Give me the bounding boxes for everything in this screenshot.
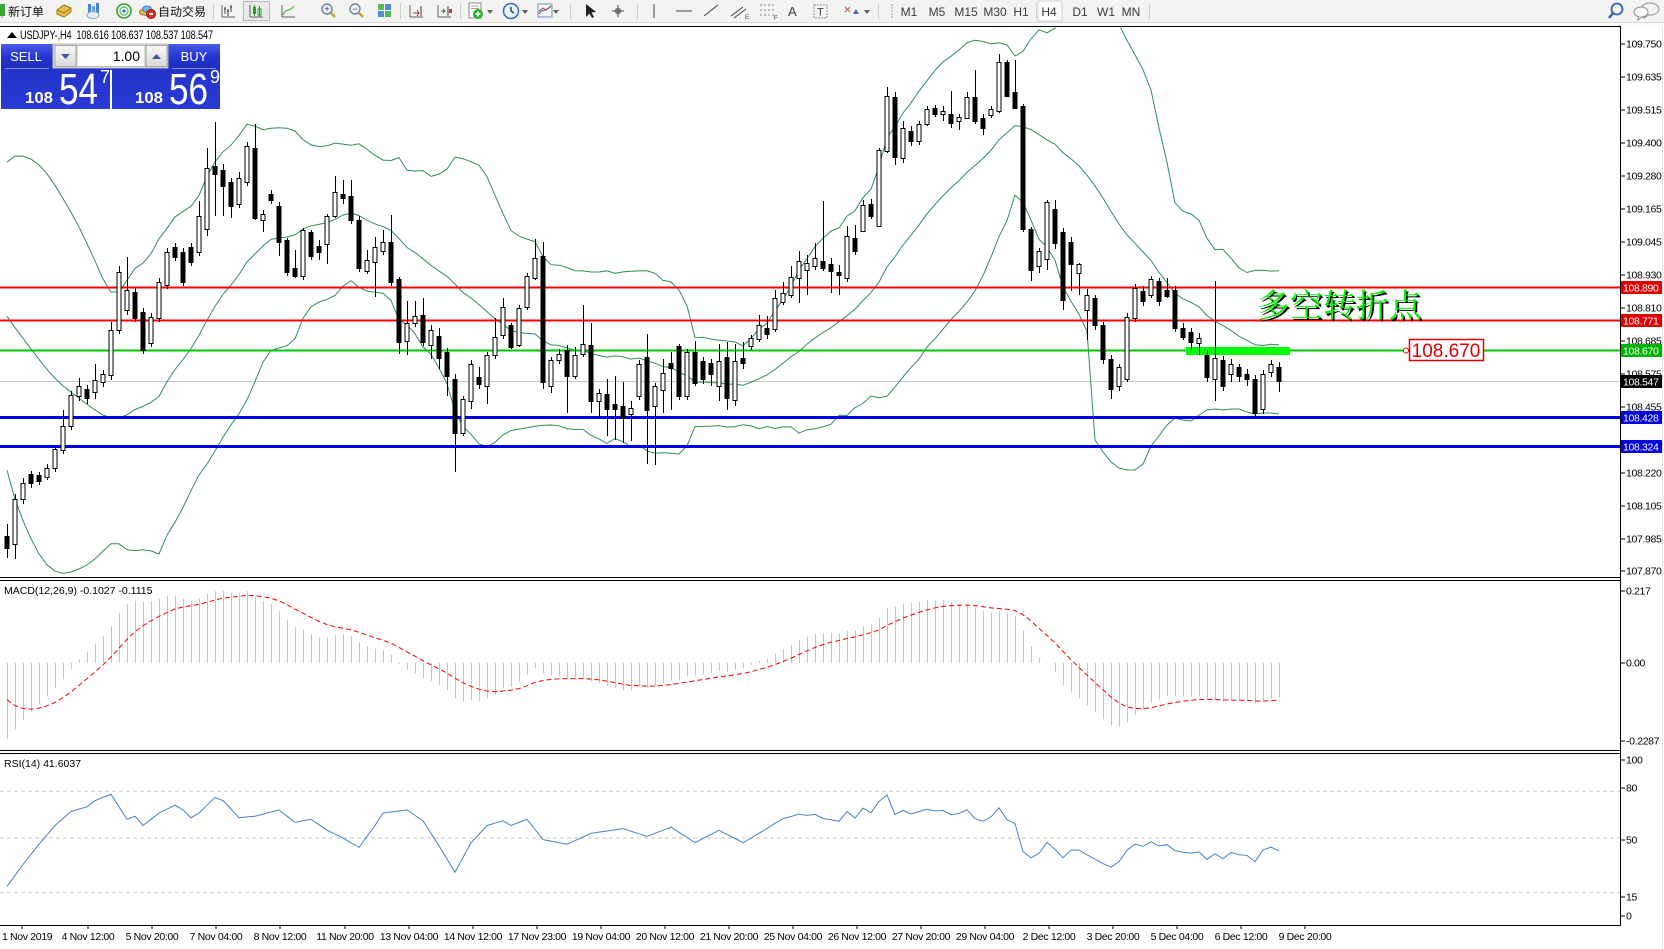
svg-text:M30: M30: [983, 5, 1007, 19]
svg-text:109.280: 109.280: [1626, 171, 1662, 183]
svg-text:108.771: 108.771: [1623, 316, 1659, 328]
svg-text:50: 50: [1626, 835, 1637, 847]
svg-text:M1: M1: [901, 5, 918, 19]
svg-text:108.810: 108.810: [1626, 303, 1662, 315]
svg-text:109.045: 109.045: [1626, 237, 1662, 249]
svg-text:109.165: 109.165: [1626, 204, 1662, 216]
svg-text:19 Nov 04:00: 19 Nov 04:00: [572, 931, 631, 943]
svg-text:108.220: 108.220: [1626, 468, 1662, 480]
svg-text:0.217: 0.217: [1626, 586, 1651, 598]
svg-text:26 Nov 12:00: 26 Nov 12:00: [828, 931, 887, 943]
svg-text:M5: M5: [929, 5, 946, 19]
svg-text:109.400: 109.400: [1626, 138, 1662, 150]
svg-text:E: E: [745, 15, 749, 21]
svg-text:109.750: 109.750: [1626, 39, 1662, 51]
svg-text:11 Nov 20:00: 11 Nov 20:00: [316, 931, 374, 943]
svg-text:17 Nov 23:00: 17 Nov 23:00: [508, 931, 567, 943]
svg-text:D1: D1: [1072, 5, 1088, 19]
svg-text:29 Nov 04:00: 29 Nov 04:00: [956, 931, 1015, 943]
svg-text:25 Nov 04:00: 25 Nov 04:00: [764, 931, 823, 943]
svg-text:T: T: [817, 7, 824, 19]
svg-text:0.00: 0.00: [1626, 658, 1646, 670]
svg-text:15: 15: [1626, 892, 1637, 904]
svg-text:W1: W1: [1097, 5, 1115, 19]
svg-text:107.985: 107.985: [1626, 534, 1662, 546]
svg-text:108.547: 108.547: [1623, 377, 1659, 389]
svg-text:-0.2287: -0.2287: [1626, 736, 1660, 748]
svg-text:108.930: 108.930: [1626, 270, 1662, 282]
svg-text:2 Dec 12:00: 2 Dec 12:00: [1023, 931, 1076, 943]
svg-text:5 Nov 20:00: 5 Nov 20:00: [126, 931, 179, 943]
svg-text:108.324: 108.324: [1623, 442, 1659, 454]
svg-text:USDJPY-,H4 108.616 108.637 10: USDJPY-,H4 108.616 108.637 108.537 108.5…: [20, 30, 213, 42]
svg-text:109.515: 109.515: [1626, 105, 1662, 117]
svg-text:7 Nov 04:00: 7 Nov 04:00: [190, 931, 243, 943]
svg-text:0: 0: [1626, 911, 1632, 923]
svg-text:54: 54: [59, 65, 98, 114]
svg-text:108.670: 108.670: [1623, 346, 1659, 358]
svg-text:MACD(12,26,9) -0.1027 -0.1115: MACD(12,26,9) -0.1027 -0.1115: [4, 585, 153, 597]
svg-text:−: −: [352, 4, 357, 14]
svg-text:107.870: 107.870: [1626, 566, 1662, 578]
svg-text:9 Dec 20:00: 9 Dec 20:00: [1279, 931, 1332, 943]
svg-text:108.670: 108.670: [1412, 341, 1481, 362]
svg-text:6 Dec 12:00: 6 Dec 12:00: [1215, 931, 1268, 943]
svg-text:A: A: [788, 4, 797, 19]
svg-text:108.890: 108.890: [1623, 283, 1659, 295]
svg-text:108.455: 108.455: [1626, 402, 1662, 414]
svg-text:MN: MN: [1122, 5, 1141, 19]
svg-text:14 Nov 12:00: 14 Nov 12:00: [444, 931, 503, 943]
svg-text:108: 108: [135, 90, 163, 107]
svg-text:7: 7: [100, 67, 110, 87]
svg-text:5 Dec 04:00: 5 Dec 04:00: [1151, 931, 1204, 943]
svg-text:108.105: 108.105: [1626, 501, 1662, 513]
svg-text:BUY: BUY: [181, 49, 208, 64]
svg-text:80: 80: [1626, 783, 1637, 795]
svg-text:4 Nov 12:00: 4 Nov 12:00: [62, 931, 115, 943]
svg-text:21 Nov 20:00: 21 Nov 20:00: [700, 931, 759, 943]
svg-text:+: +: [324, 4, 329, 14]
svg-text:108.428: 108.428: [1623, 413, 1659, 425]
svg-text:H1: H1: [1013, 5, 1029, 19]
svg-text:F: F: [774, 16, 778, 22]
svg-text:109.635: 109.635: [1626, 72, 1662, 84]
svg-text:1 Nov 2019: 1 Nov 2019: [2, 931, 53, 943]
svg-text:100: 100: [1626, 755, 1643, 767]
svg-text:13 Nov 04:00: 13 Nov 04:00: [380, 931, 439, 943]
svg-text:9: 9: [210, 67, 220, 87]
svg-text:108: 108: [25, 90, 53, 107]
svg-text:27 Nov 20:00: 27 Nov 20:00: [892, 931, 951, 943]
svg-text:M15: M15: [954, 5, 978, 19]
svg-text:SELL: SELL: [10, 49, 42, 64]
svg-text:3 Dec 20:00: 3 Dec 20:00: [1087, 931, 1140, 943]
svg-text:8 Nov 12:00: 8 Nov 12:00: [254, 931, 307, 943]
svg-text:20 Nov 12:00: 20 Nov 12:00: [636, 931, 695, 943]
svg-text:56: 56: [169, 65, 208, 114]
svg-text:H4: H4: [1041, 5, 1057, 19]
svg-text:1.00: 1.00: [113, 48, 140, 64]
svg-text:RSI(14) 41.6037: RSI(14) 41.6037: [4, 758, 81, 770]
